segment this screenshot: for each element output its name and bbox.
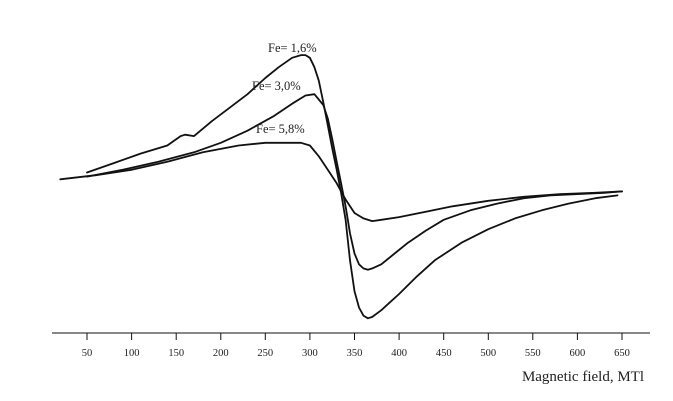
x-tick-label-450: 450 [436,348,452,359]
x-axis-tick-labels: 50 100 150 200 250 300 350 400 450 500 550 600 650 [82,348,630,359]
x-tick-label-300: 300 [302,348,318,359]
x-tick-label-350: 350 [347,348,363,359]
series-labels: Fe= 1,6% Fe= 3,0% Fe= 5,8% [252,41,317,136]
series-line-3 [59,141,623,222]
curves-layer [59,54,623,320]
x-tick-label-50: 50 [82,348,93,359]
x-tick-label-250: 250 [257,348,273,359]
x-tick-label-550: 550 [525,348,541,359]
x-tick-label-600: 600 [570,348,586,359]
x-tick-label-650: 650 [614,348,630,359]
x-tick-label-200: 200 [213,348,229,359]
series-line-1 [86,54,619,320]
series-label-2: Fe= 3,0% [252,79,301,93]
x-axis-title: Magnetic field, MTl [522,369,644,385]
series-label-1: Fe= 1,6% [268,41,317,55]
x-tick-label-150: 150 [168,348,184,359]
x-axis-ticks [86,333,623,340]
x-tick-label-500: 500 [480,348,496,359]
x-tick-label-100: 100 [124,348,140,359]
series-line-2 [86,93,623,271]
series-label-3: Fe= 5,8% [256,122,305,136]
x-tick-label-400: 400 [391,348,407,359]
